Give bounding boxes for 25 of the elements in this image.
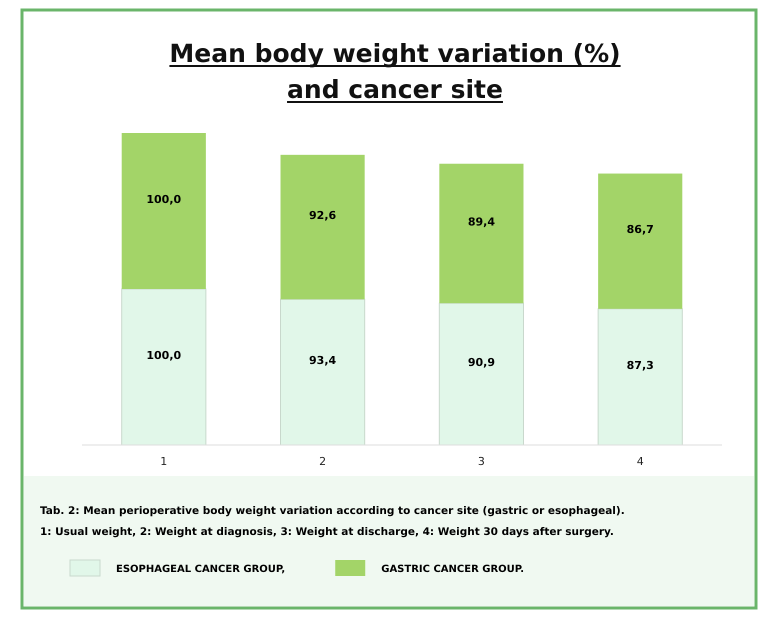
data-label: 87,3 [626,358,654,372]
bar [121,288,206,446]
text: 1: Usual weight, 2: Weight at diagnosis, 3: Weight at discharge, 4: Weight 30 days after surgery. [40,526,614,538]
legend-label: ESOPHAGEAL CANCER GROUP, [116,564,286,575]
x-tick-label: 1 [160,454,168,468]
bar [122,133,206,289]
x-tick-label: 4 [636,454,644,468]
x-tick-label: 3 [478,454,485,468]
bar [280,298,366,446]
data-label: 93,4 [309,354,337,368]
data-label: 90,9 [468,356,495,370]
legend-label: GASTRIC CANCER GROUP. [381,564,524,575]
caption: Tab. 2: Mean perioperative body weight variation according to cancer site (gastric or esophageal). [40,505,625,517]
data-label: 100,0 [146,193,182,206]
data-label: 100,0 [146,349,182,362]
bar [598,174,682,309]
bar [280,154,365,300]
data-label: 89,4 [468,215,496,228]
data-label: 92,6 [309,209,337,222]
bar [438,302,524,446]
chart-title: Mean body weight variation (%) and cancer site [169,39,621,104]
bar [598,308,683,446]
bar [439,164,524,304]
data-label: 86,7 [626,223,654,236]
x-tick-label: 2 [319,454,326,468]
